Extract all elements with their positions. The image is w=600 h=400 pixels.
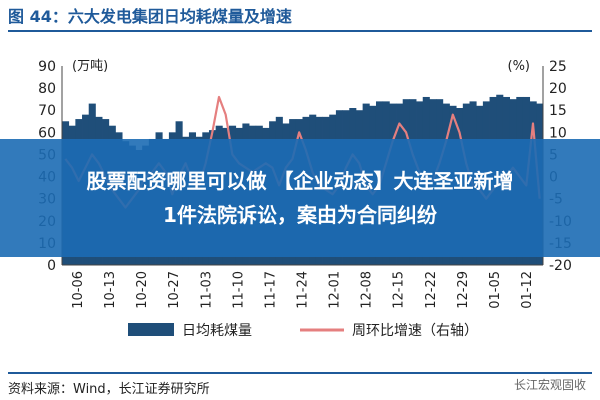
x-tick-label-4: 11-03 xyxy=(199,271,214,309)
right-tick-label-7: 15 xyxy=(549,103,567,119)
x-tick-label-13: 01-05 xyxy=(488,271,503,309)
right-tick-label-8: 20 xyxy=(549,81,567,97)
watermark-text: 长江宏观固收 xyxy=(513,378,586,392)
left-tick-label-9: 90 xyxy=(38,59,56,75)
source-note: 资料来源：Wind，长江证券研究所 xyxy=(8,372,592,397)
right-tick-label-0: -20 xyxy=(549,258,572,274)
legend-swatch-bar xyxy=(128,323,174,336)
figure-title: 图 44：六大发电集团日均耗煤量及增速 xyxy=(8,4,592,32)
legend-label-bar: 日均耗煤量 xyxy=(182,323,252,339)
right-unit-label: (%) xyxy=(508,59,531,74)
left-tick-label-6: 60 xyxy=(38,125,56,141)
right-tick-label-9: 25 xyxy=(549,59,567,75)
x-tick-label-10: 12-15 xyxy=(392,271,407,309)
legend-label-line: 周环比增速（右轴） xyxy=(352,323,478,339)
right-tick-label-6: 10 xyxy=(549,125,567,141)
x-tick-label-1: 10-13 xyxy=(103,271,118,309)
ad-overlay-line-1: 股票配资哪里可以做 【企业动态】大连圣亚新增 xyxy=(86,169,514,193)
left-tick-label-7: 70 xyxy=(38,103,56,119)
ad-overlay-line-2: 1件法院诉讼，案由为合同纠纷 xyxy=(163,203,437,227)
x-tick-label-0: 10-06 xyxy=(71,271,86,309)
x-tick-label-11: 12-22 xyxy=(424,271,439,309)
x-tick-label-2: 10-20 xyxy=(135,271,150,309)
ad-overlay-banner[interactable]: 股票配资哪里可以做 【企业动态】大连圣亚新增 1件法院诉讼，案由为合同纠纷 xyxy=(0,139,600,257)
x-tick-label-3: 10-27 xyxy=(167,271,182,309)
x-tick-label-14: 01-12 xyxy=(520,271,535,309)
x-tick-label-7: 11-24 xyxy=(296,271,311,309)
x-tick-label-6: 11-17 xyxy=(263,271,278,309)
x-tick-label-8: 12-01 xyxy=(328,271,343,309)
left-tick-label-8: 80 xyxy=(38,81,56,97)
left-tick-label-0: 0 xyxy=(47,258,56,274)
x-tick-label-12: 12-29 xyxy=(456,271,471,309)
left-unit-label: (万吨) xyxy=(72,59,108,74)
x-tick-label-9: 12-08 xyxy=(360,271,375,309)
x-tick-label-5: 11-10 xyxy=(231,271,246,309)
